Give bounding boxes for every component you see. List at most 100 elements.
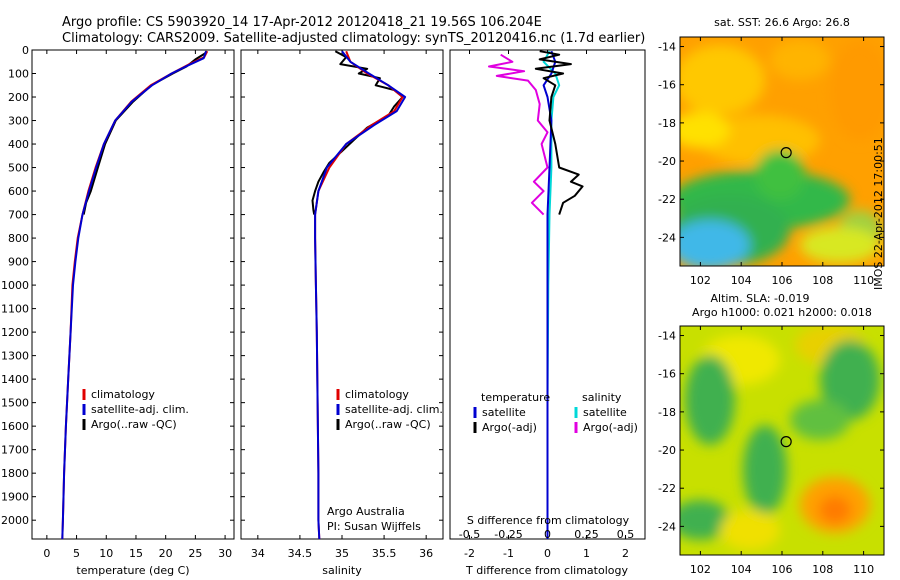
difference-xtick-label: -2 <box>464 547 475 560</box>
sla-map-title-2: Argo h1000: 0.021 h2000: 0.018 <box>692 306 872 319</box>
difference-panel: -2 -1 0 1 2 T difference from climatology S … <box>449 49 646 577</box>
temperature-ytick-label: 1400 <box>1 373 29 386</box>
difference-legend-label: Argo(-adj) <box>482 421 537 434</box>
difference-xtick-label: 2 <box>622 547 629 560</box>
salinity-legend-label: satellite-adj. clim. <box>345 403 443 416</box>
temperature-series-1 <box>61 50 208 540</box>
sla-map-panel: Altim. SLA: -0.019 Argo h1000: 0.021 h20… <box>658 292 885 576</box>
sla-argo-marker <box>780 436 792 448</box>
difference-top-tick-label: 0.5 <box>617 528 635 541</box>
sst-map-yticks: -14 -16 -18 -20 -22 -24 <box>658 41 884 244</box>
difference-top-tick-label: 0 <box>544 528 551 541</box>
temperature-ytick-label: 500 <box>8 162 29 175</box>
salinity-series-1 <box>314 50 407 540</box>
temperature-ytick-label: 900 <box>8 256 29 269</box>
difference-top-tick-label: -0.25 <box>494 528 522 541</box>
temperature-series-0 <box>61 50 209 540</box>
sla-map-xtick-label: 104 <box>731 563 752 576</box>
salinity-legend-label: climatology <box>345 388 409 401</box>
sla-map-title-1: Altim. SLA: -0.019 <box>710 292 809 305</box>
sst-map-ytick-label: -14 <box>658 41 676 54</box>
sst-map-ytick-label: -24 <box>658 231 676 244</box>
temperature-ytick-label: 2000 <box>1 514 29 527</box>
temperature-ytick-label: 100 <box>8 68 29 81</box>
salinity-series <box>311 50 407 540</box>
salinity-xtick-label: 35 <box>335 547 349 560</box>
sla-map-yticks: -14 -16 -18 -20 -22 -24 <box>658 330 884 533</box>
salinity-legend-label: Argo(..raw -QC) <box>345 418 431 431</box>
temperature-ytick-label: 1500 <box>1 397 29 410</box>
temperature-legend: climatology satellite-adj. clim. Argo(..ra… <box>82 388 189 431</box>
difference-top-ticks: -0.5 -0.25 0 0.25 0.5 <box>459 528 634 541</box>
sst-map-title: sat. SST: 26.6 Argo: 26.8 <box>714 16 850 29</box>
temperature-xtick-label: 20 <box>159 547 173 560</box>
difference-xlabel-top: S difference from climatology <box>467 514 630 527</box>
sla-map-xtick-label: 108 <box>812 563 833 576</box>
temperature-ytick-label: 800 <box>8 232 29 245</box>
temperature-ytick-label: 600 <box>8 185 29 198</box>
temperature-ytick-label: 300 <box>8 115 29 128</box>
salinity-xticks: 34 34.5 35 35.5 36 <box>251 50 433 560</box>
salinity-series-2 <box>311 50 404 215</box>
temperature-xlabel: temperature (deg C) <box>76 564 189 577</box>
temperature-yticks: 0 100 200 300 400 500 600 700 800 900 1000 1100 1200… <box>1 44 29 527</box>
sla-map-ytick-label: -24 <box>658 520 676 533</box>
sst-map-xtick-label: 106 <box>772 274 793 287</box>
temperature-series-2 <box>82 50 208 215</box>
sla-map-xtick-label: 106 <box>772 563 793 576</box>
sla-map-ytick-label: -20 <box>658 444 676 457</box>
salinity-xlabel: salinity <box>322 564 362 577</box>
temperature-panel: 0100200300400500600700800900100011001200… <box>1 44 235 577</box>
difference-legend-label: Argo(-adj) <box>583 421 638 434</box>
salinity-xtick-label: 35.5 <box>372 547 397 560</box>
sla-map-ytick-label: -18 <box>658 406 676 419</box>
salinity-annotation-1: Argo Australia <box>327 505 405 518</box>
sst-map-xtick-label: 110 <box>853 274 874 287</box>
temperature-series <box>61 50 209 540</box>
difference-legend: temperature salinity satellite Argo(-adj) sa… <box>473 391 638 434</box>
difference-xticks: -2 -1 0 1 2 <box>464 50 629 560</box>
difference-series-0 <box>542 50 557 539</box>
temperature-ytick-label: 1700 <box>1 444 29 457</box>
sst-map-ytick-label: -16 <box>658 79 676 92</box>
sst-argo-marker <box>780 147 792 159</box>
salinity-series-0 <box>314 50 404 540</box>
temperature-ytick-label: 1000 <box>1 279 29 292</box>
difference-legend-header-left: temperature <box>481 391 550 404</box>
difference-xtick-label: -1 <box>503 547 514 560</box>
salinity-panel: 34 34.5 35 35.5 36 salinity climatology satel… <box>240 49 444 577</box>
salinity-xtick-label: 34 <box>251 547 265 560</box>
title-line-1: Argo profile: CS 5903920_14 17-Apr-2012 … <box>62 15 542 30</box>
difference-legend-label: satellite <box>482 406 526 419</box>
temperature-ytick-label: 1800 <box>1 467 29 480</box>
salinity-legend: climatology satellite-adj. clim. Argo(..ra… <box>336 388 443 431</box>
sla-field <box>680 326 884 555</box>
sst-map-ytick-label: -22 <box>658 193 676 206</box>
sla-map-xticks: 102 104 106 108 110 <box>690 326 874 576</box>
temperature-xtick-label: 15 <box>129 547 143 560</box>
temperature-ytick-label: 1100 <box>1 303 29 316</box>
temperature-legend-label: climatology <box>91 388 155 401</box>
sst-map-xtick-label: 102 <box>690 274 711 287</box>
sst-map-xtick-label: 108 <box>812 274 833 287</box>
salinity-xtick-label: 34.5 <box>288 547 313 560</box>
temperature-ytick-label: 1300 <box>1 350 29 363</box>
sla-map-xtick-label: 102 <box>690 563 711 576</box>
difference-xtick-label: 1 <box>583 547 590 560</box>
difference-legend-header-right: salinity <box>582 391 622 404</box>
difference-xlabel: T difference from climatology <box>465 564 628 577</box>
difference-legend-label: satellite <box>583 406 627 419</box>
sst-map-xtick-label: 104 <box>731 274 752 287</box>
temperature-xtick-label: 5 <box>73 547 80 560</box>
temperature-xtick-label: 30 <box>218 547 232 560</box>
temperature-xtick-label: 10 <box>99 547 113 560</box>
sla-map-ytick-label: -16 <box>658 368 676 381</box>
sst-map-ytick-label: -20 <box>658 155 676 168</box>
difference-top-tick-label: -0.5 <box>459 528 480 541</box>
difference-top-tick-label: 0.25 <box>574 528 599 541</box>
temperature-xticks: 0 5 10 15 20 25 30 <box>43 50 232 560</box>
temperature-ytick-label: 400 <box>8 138 29 151</box>
salinity-xtick-label: 36 <box>419 547 433 560</box>
sla-map-xtick-label: 110 <box>853 563 874 576</box>
